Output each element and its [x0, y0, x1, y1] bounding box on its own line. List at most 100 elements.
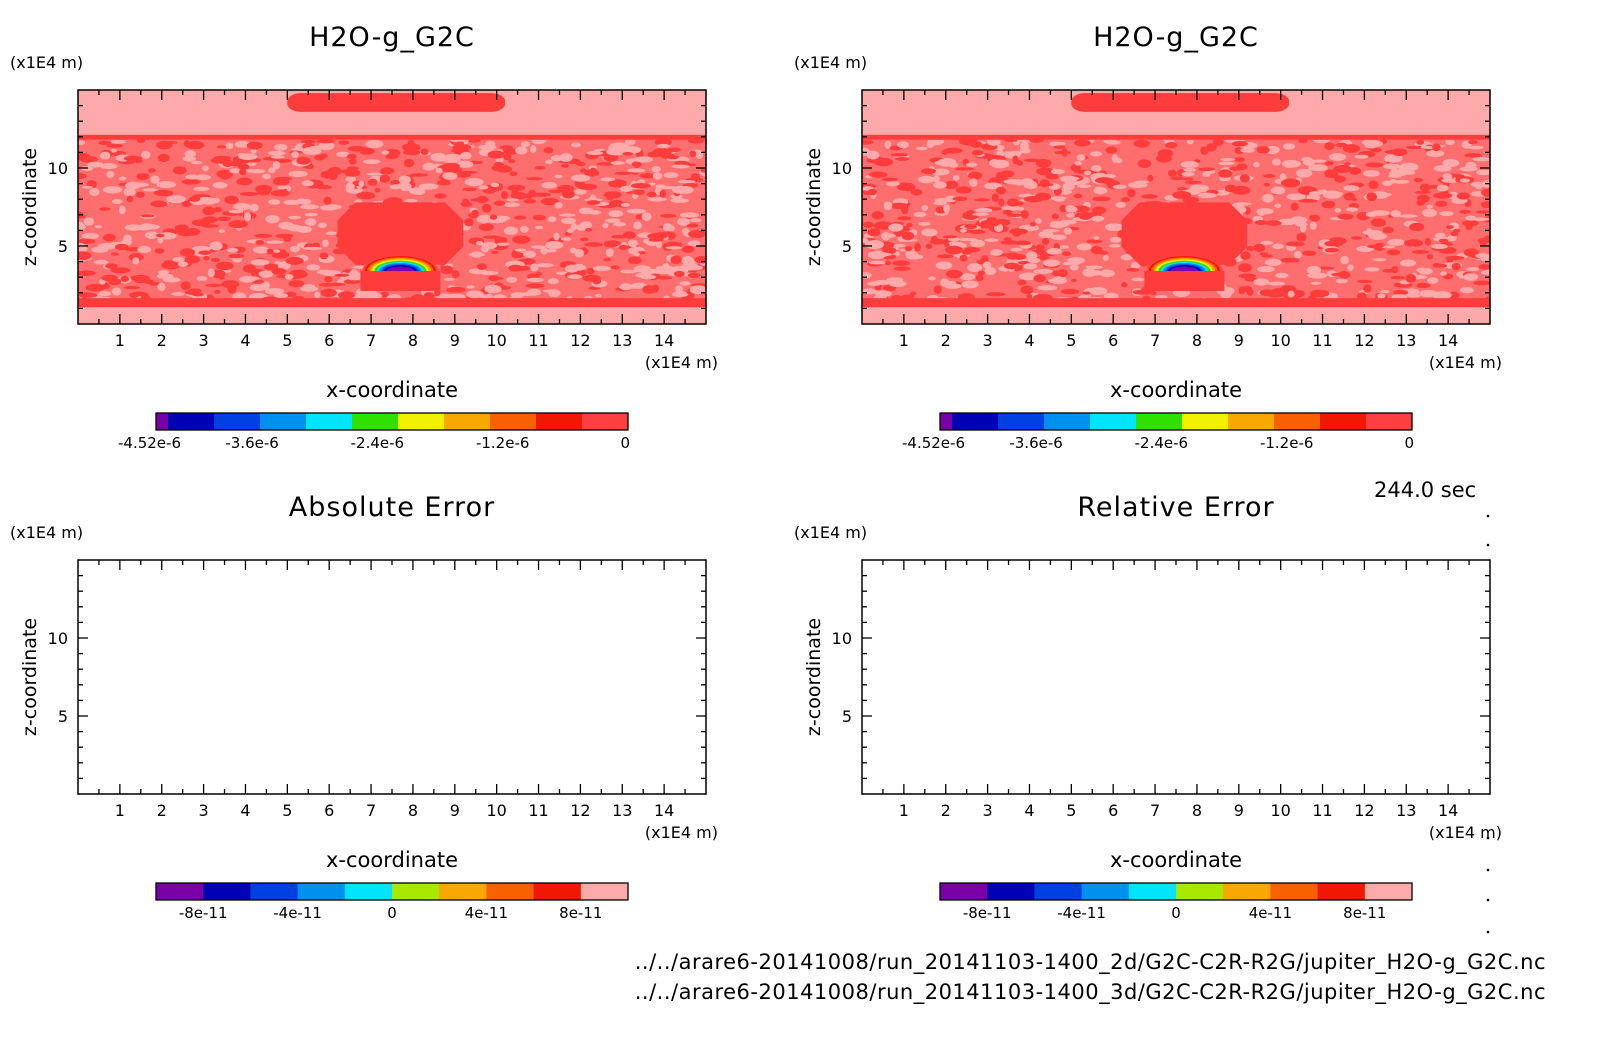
noise-cell — [182, 156, 196, 162]
noise-cell — [155, 233, 165, 238]
noise-cell — [667, 147, 681, 153]
colorbar-swatch — [1228, 413, 1275, 430]
noise-cell — [523, 199, 537, 204]
noise-cell — [867, 228, 881, 237]
noise-cell — [545, 240, 564, 250]
noise-cell — [1256, 146, 1270, 154]
noise-cell — [980, 219, 1001, 227]
noise-cell — [1000, 240, 1019, 245]
noise-cell — [520, 141, 531, 148]
noise-cell — [435, 167, 443, 174]
noise-cell — [1369, 171, 1378, 177]
noise-cell — [889, 202, 910, 210]
noise-cell — [1231, 141, 1248, 147]
noise-cell — [687, 240, 701, 247]
noise-cell — [78, 173, 87, 180]
noise-cell — [874, 157, 893, 167]
y-tick-label: 10 — [48, 159, 68, 178]
noise-cell — [1431, 243, 1448, 250]
noise-cell — [444, 173, 458, 179]
noise-cell — [462, 187, 478, 192]
noise-cell — [1180, 160, 1199, 169]
noise-cell — [1050, 234, 1067, 241]
noise-cell — [404, 198, 418, 203]
noise-cell — [103, 233, 116, 242]
x-tick-label: 10 — [486, 801, 506, 820]
noise-cell — [928, 276, 936, 281]
noise-cell — [466, 285, 475, 289]
noise-cell — [166, 195, 187, 204]
noise-cell — [346, 153, 357, 160]
noise-cell — [268, 150, 286, 156]
noise-cell — [1377, 293, 1386, 299]
noise-cell — [867, 281, 882, 286]
noise-cell — [1364, 267, 1380, 272]
noise-cell — [631, 161, 643, 167]
noise-cell — [1416, 282, 1431, 289]
noise-cell — [933, 285, 942, 294]
noise-cell — [901, 231, 915, 241]
noise-cell — [255, 239, 265, 245]
noise-cell — [457, 160, 474, 168]
noise-cell — [1006, 252, 1020, 260]
noise-cell — [1009, 228, 1029, 235]
noise-cell — [482, 235, 501, 239]
noise-cell — [237, 163, 250, 170]
noise-cell — [914, 242, 921, 252]
x-axis-label: x-coordinate — [1110, 848, 1242, 872]
noise-cell — [1264, 258, 1282, 267]
noise-cell — [239, 275, 256, 283]
noise-cell — [83, 217, 95, 226]
noise-cell — [868, 260, 886, 265]
noise-cell — [1130, 261, 1141, 270]
noise-cell — [1382, 226, 1394, 234]
y-tick-label: 10 — [48, 629, 68, 648]
colorbar-swatch — [352, 413, 399, 430]
noise-cell — [527, 288, 542, 296]
noise-cell — [491, 250, 499, 254]
x-tick-label: 11 — [528, 331, 548, 350]
noise-cell — [1189, 184, 1209, 193]
colorbar-swatch — [1274, 413, 1321, 430]
plot-area — [862, 90, 1490, 324]
noise-cell — [78, 223, 86, 231]
noise-cell — [1046, 248, 1063, 255]
colorbar-swatch — [1136, 413, 1183, 430]
noise-cell — [535, 272, 543, 276]
noise-cell — [226, 160, 243, 167]
x-tick-label: 10 — [1270, 331, 1290, 350]
noise-cell — [1480, 184, 1490, 188]
noise-cell — [444, 153, 462, 161]
noise-cell — [550, 155, 563, 162]
noise-cell — [943, 180, 959, 190]
x-tick-label: 3 — [983, 801, 993, 820]
noise-cell — [225, 142, 234, 150]
noise-cell — [1026, 251, 1038, 260]
noise-cell — [1382, 163, 1401, 170]
plot-frame — [861, 559, 1491, 795]
noise-cell — [1280, 178, 1301, 188]
y-tick-label: 5 — [58, 237, 68, 256]
noise-cell — [176, 227, 197, 237]
noise-cell — [500, 145, 513, 150]
noise-cell — [1379, 245, 1396, 249]
noise-cell — [1003, 262, 1020, 270]
noise-cell — [554, 202, 563, 209]
noise-cell — [959, 273, 976, 281]
edge-dot — [1486, 898, 1490, 902]
noise-cell — [261, 173, 272, 180]
noise-cell — [1301, 157, 1313, 163]
noise-cell — [553, 232, 560, 241]
noise-cell — [1391, 265, 1399, 274]
x-tick-label: 2 — [941, 801, 951, 820]
noise-cell — [1464, 153, 1483, 158]
noise-cell — [1426, 149, 1445, 158]
colorbar-tick-label: -4.52e-6 — [118, 434, 181, 452]
colorbar-swatch — [1044, 413, 1091, 430]
noise-cell — [409, 187, 425, 195]
chart-title: Absolute Error — [289, 492, 495, 523]
noise-cell — [306, 264, 321, 271]
noise-cell — [515, 146, 528, 155]
noise-cell — [343, 279, 361, 285]
